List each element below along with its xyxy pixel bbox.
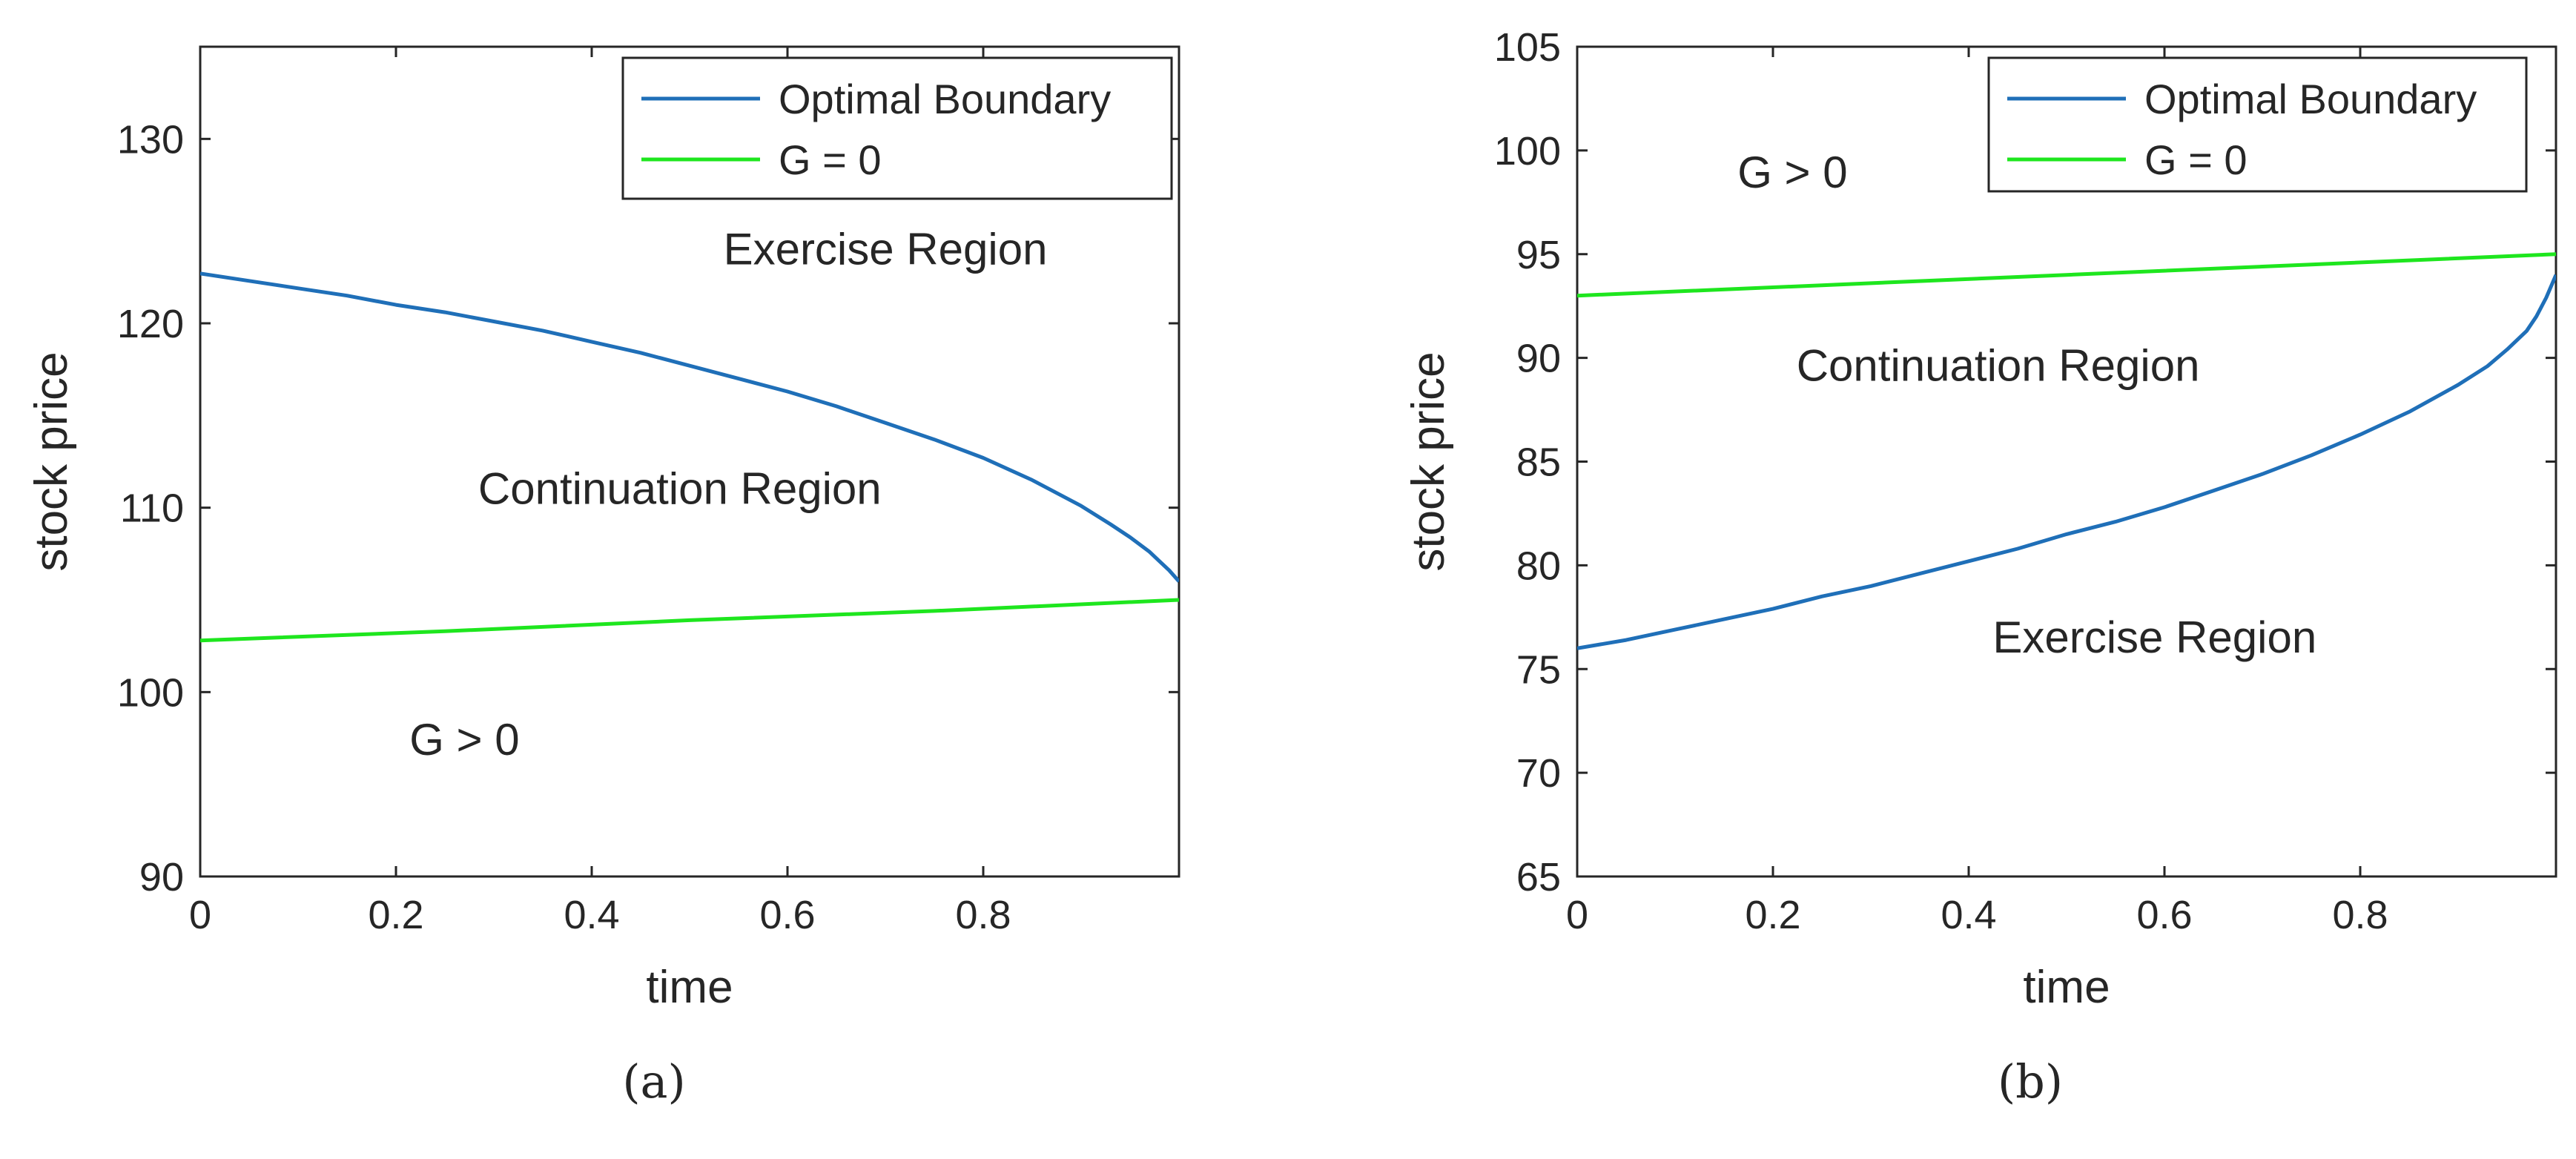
- panel-caption: (a): [622, 1054, 685, 1109]
- x-tick-label: 0: [189, 893, 211, 937]
- legend-box: [621, 56, 1173, 200]
- y-tick-label: 90: [1516, 337, 1561, 381]
- x-tick-label: 0.2: [1745, 893, 1800, 937]
- legend-entry: G = 0: [779, 136, 882, 183]
- region-annotation: G > 0: [1737, 148, 1847, 197]
- x-tick-label: 0.8: [2332, 893, 2388, 937]
- y-tick-label: 100: [117, 670, 184, 715]
- x-axis-label: time: [2023, 962, 2110, 1013]
- y-tick-label: 130: [117, 117, 184, 162]
- g-zero-line: [200, 598, 1179, 643]
- optimal-boundary-line: [200, 271, 1179, 583]
- optimal-boundary-line: [1577, 274, 2556, 650]
- x-tick-label: 0.8: [955, 893, 1011, 937]
- x-tick-label: 0.4: [564, 893, 619, 937]
- x-tick-label: 0.2: [368, 893, 423, 937]
- g-zero-line: [1577, 252, 2556, 298]
- x-tick-label: 0.4: [1941, 893, 1996, 937]
- y-axis-label: stock price: [1403, 351, 1454, 571]
- y-tick-label: 75: [1516, 647, 1561, 692]
- region-annotation: Continuation Region: [1797, 340, 2200, 390]
- legend-entry: G = 0: [2144, 136, 2248, 183]
- y-tick-label: 80: [1516, 544, 1561, 588]
- region-annotation: Continuation Region: [478, 464, 882, 514]
- y-tick-label: 95: [1516, 233, 1561, 277]
- y-tick-label: 70: [1516, 751, 1561, 796]
- y-tick-label: 90: [139, 855, 184, 899]
- y-tick-label: 100: [1494, 129, 1561, 174]
- legend-entry: Optimal Boundary: [779, 76, 1111, 122]
- y-axis-label: stock price: [26, 351, 77, 571]
- x-tick-label: 0.6: [2136, 893, 2192, 937]
- panel-caption: (b): [1998, 1054, 2063, 1109]
- y-tick-label: 110: [120, 486, 184, 531]
- legend-box: [1987, 56, 2528, 193]
- region-annotation: Exercise Region: [1992, 612, 2316, 662]
- panel-a: 0 0.2 0.4 0.6 0.8 90 100 110 120 130 time stock pri…: [26, 45, 1180, 1109]
- y-tick-label: 120: [117, 302, 184, 346]
- region-annotation: Exercise Region: [724, 224, 1048, 274]
- y-tick-label: 105: [1494, 25, 1561, 70]
- y-tick-label: 65: [1516, 855, 1561, 899]
- x-tick-label: 0: [1566, 893, 1588, 937]
- x-axis-label: time: [646, 962, 733, 1013]
- legend-entry: Optimal Boundary: [2144, 76, 2477, 122]
- region-annotation: G > 0: [409, 715, 519, 765]
- x-tick-label: 0.6: [759, 893, 815, 937]
- panel-b: 0 0.2 0.4 0.6 0.8 65 70 75 80 85 90 95 100 105 time sto…: [1403, 25, 2557, 1109]
- y-tick-label: 85: [1516, 440, 1561, 485]
